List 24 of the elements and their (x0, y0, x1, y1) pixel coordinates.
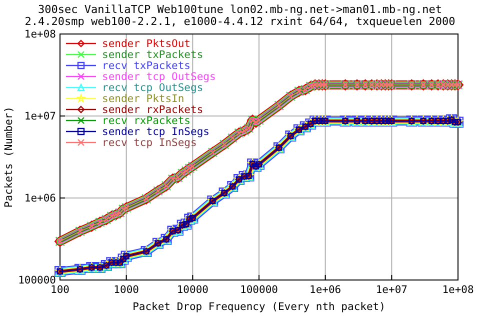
x-tick-label: 100 (50, 284, 70, 296)
legend-label: recv tcp OutSegs (102, 82, 204, 94)
legend-label: recv tcp InSegs (102, 137, 197, 150)
legend-label: sender tcp InSegs (102, 126, 210, 138)
legend-label: sender rxPackets (102, 104, 204, 116)
x-tick-label: 10000 (176, 284, 208, 296)
x-tick-label: 1e+08 (442, 284, 474, 296)
y-tick-label: 1e+08 (24, 28, 56, 41)
legend-label: sender txPackets (102, 49, 204, 62)
chart-title: 300sec VanillaTCP Web100tune lon02.mb-ng.net->man01.mb-ng.net (38, 3, 442, 16)
x-tick-label: 1e+07 (376, 284, 408, 296)
x-tick-label: 100000 (240, 284, 278, 296)
x-axis-title: Packet Drop Frequency (Every nth packet) (132, 301, 386, 313)
y-tick-label: 1e+06 (24, 192, 56, 205)
legend-label: sender PktsIn (102, 93, 184, 106)
legend-label: recv rxPackets (102, 115, 191, 128)
legend-label: sender PktsOut (102, 38, 191, 50)
x-tick-label: 1e+06 (310, 284, 342, 296)
legend-label: recv txPackets (102, 60, 191, 72)
chart-subtitle: 2.4.20smp web100-2.2.1, e1000-4.4.12 rxint 64/64, txqueuelen 2000 (24, 15, 456, 28)
y-axis-title: Packets (Number) (3, 106, 15, 208)
y-tick-label: 1e+07 (24, 110, 56, 123)
x-tick-label: 1000 (114, 284, 139, 296)
legend-label: sender tcp OutSegs (102, 71, 216, 84)
